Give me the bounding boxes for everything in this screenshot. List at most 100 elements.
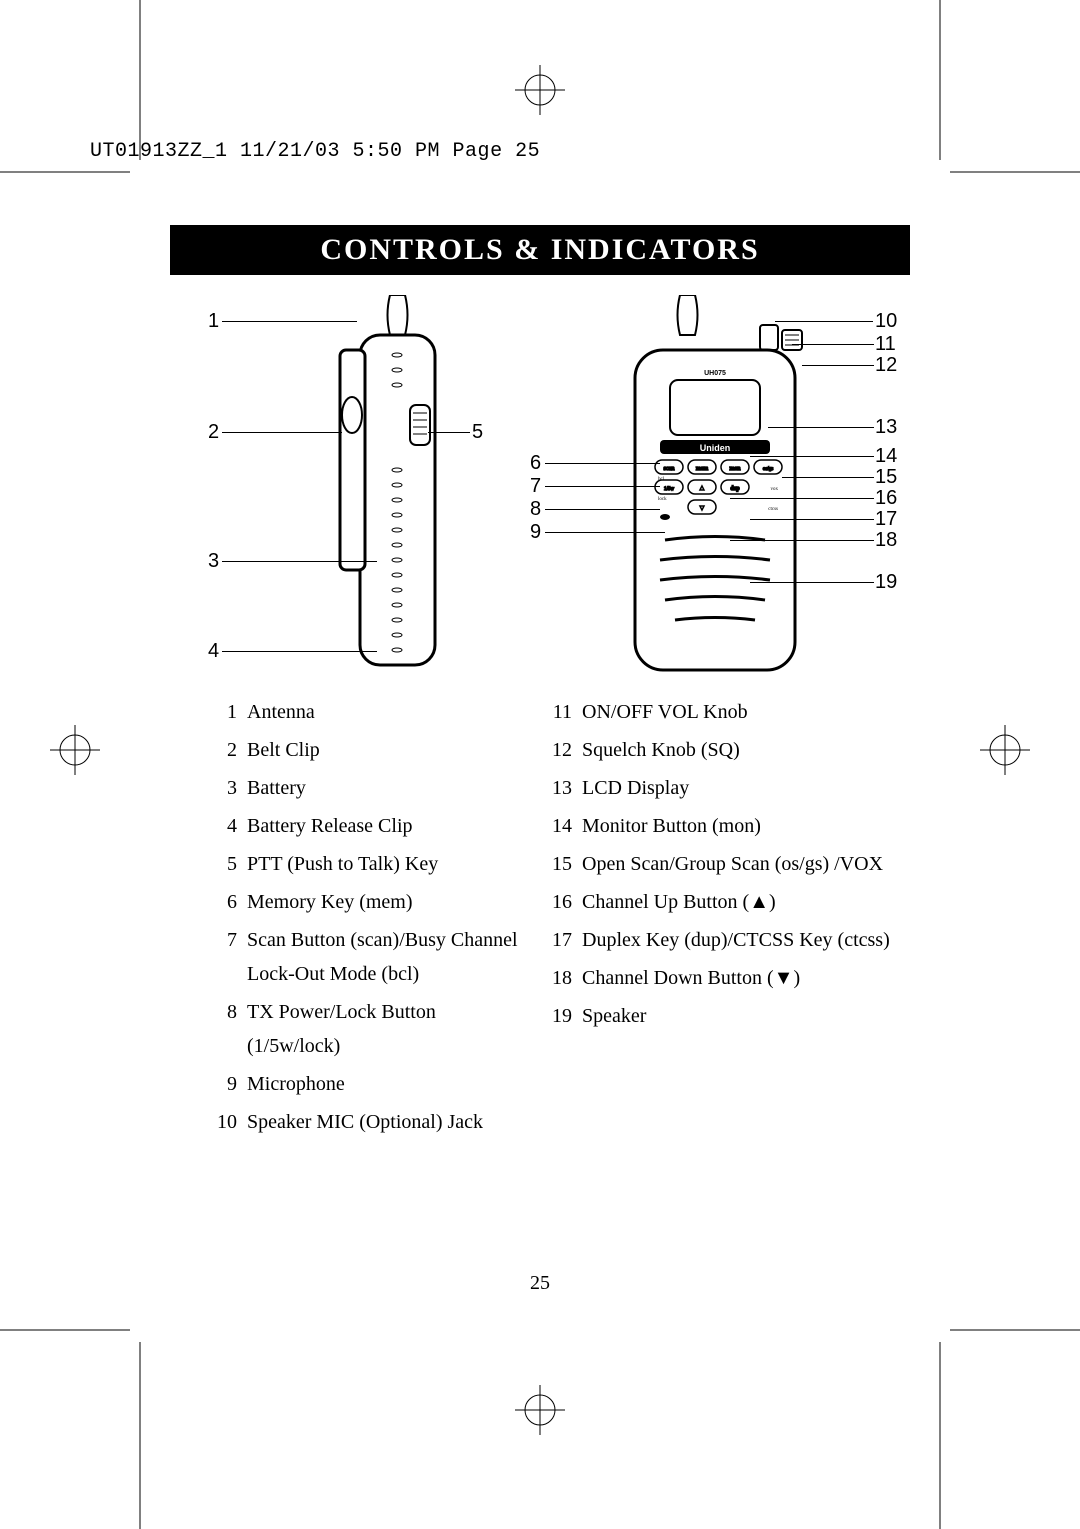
legend-text: Antenna (247, 695, 530, 729)
legend-num: 3 (205, 771, 237, 805)
callout-14: 14 (875, 445, 897, 468)
legend-num: 5 (205, 847, 237, 881)
legend-text: Open Scan/Group Scan (os/gs) /VOX (582, 847, 900, 881)
legend-num: 13 (540, 771, 572, 805)
callout-13: 13 (875, 416, 897, 439)
legend-text: Monitor Button (mon) (582, 809, 900, 843)
section-title-bar: CONTROLS & INDICATORS (170, 225, 910, 275)
callout-19: 19 (875, 571, 897, 594)
legend-num: 4 (205, 809, 237, 843)
legend-item: 16 Channel Up Button (▲) (540, 885, 900, 919)
legend-num: 7 (205, 923, 237, 991)
section-title: CONTROLS & INDICATORS (320, 233, 759, 267)
legend-text: ON/OFF VOL Knob (582, 695, 900, 729)
legend-item: 8TX Power/Lock Button (1/5w/lock) (205, 995, 530, 1063)
legend-col-left: 1 Antenna 2 Belt Clip 3 Battery 4 Battery Relea… (170, 695, 540, 1143)
pdf-header: UT01913ZZ_1 11/21/03 5:50 PM Page 25 (90, 140, 540, 163)
legend-item: 6 Memory Key (mem) (205, 885, 530, 919)
svg-text:ctcss: ctcss (768, 507, 778, 512)
legend-item: 15 Open Scan/Group Scan (os/gs) /VOX (540, 847, 900, 881)
svg-text:mon: mon (730, 466, 741, 472)
callout-5: 5 (472, 421, 483, 444)
svg-text:scan: scan (664, 466, 675, 472)
svg-text:dup: dup (731, 486, 740, 492)
legend-item: 13 LCD Display (540, 771, 900, 805)
legend-num: 6 (205, 885, 237, 919)
svg-text:os/gs: os/gs (763, 467, 773, 472)
svg-text:▲: ▲ (699, 484, 706, 492)
callout-16: 16 (875, 487, 897, 510)
legend-item: 7Scan Button (scan)/Busy Channel Lock-Ou… (205, 923, 530, 991)
svg-text:▼: ▼ (699, 504, 706, 512)
callout-3: 3 (208, 550, 219, 573)
legend-text: Battery (247, 771, 530, 805)
svg-text:bcl: bcl (658, 477, 665, 482)
callout-8: 8 (530, 498, 541, 521)
legend-item: 3 Battery (205, 771, 530, 805)
legend-num: 19 (540, 999, 572, 1033)
legend-item: 1 Antenna (205, 695, 530, 729)
legend-num: 14 (540, 809, 572, 843)
legend-text: PTT (Push to Talk) Key (247, 847, 530, 881)
callout-6: 6 (530, 452, 541, 475)
legend-text: Speaker MIC (Optional) Jack (247, 1105, 530, 1139)
legend-num: 11 (540, 695, 572, 729)
legend-item: 9 Microphone (205, 1067, 530, 1101)
legend-text: TX Power/Lock Button (1/5w/lock) (247, 995, 530, 1063)
callout-7: 7 (530, 475, 541, 498)
legend-num: 9 (205, 1067, 237, 1101)
legend-text: Belt Clip (247, 733, 530, 767)
legend-num: 2 (205, 733, 237, 767)
svg-text:vox: vox (771, 487, 779, 492)
legend: 1 Antenna 2 Belt Clip 3 Battery 4 Battery Relea… (170, 695, 910, 1143)
legend-item: 12 Squelch Knob (SQ) (540, 733, 900, 767)
legend-item: 19 Speaker (540, 999, 900, 1033)
callout-18: 18 (875, 529, 897, 552)
legend-item: 2 Belt Clip (205, 733, 530, 767)
page-number: 25 (170, 1272, 910, 1295)
legend-text: Memory Key (mem) (247, 885, 530, 919)
legend-text: Squelch Knob (SQ) (582, 733, 900, 767)
legend-text: Scan Button (scan)/Busy Channel Lock-Out… (247, 923, 530, 991)
legend-num: 16 (540, 885, 572, 919)
legend-num: 1 (205, 695, 237, 729)
legend-text: Microphone (247, 1067, 530, 1101)
legend-col-right: 11 ON/OFF VOL Knob 12 Squelch Knob (SQ) 13 LC… (540, 695, 910, 1143)
callout-11: 11 (875, 333, 896, 356)
legend-text: LCD Display (582, 771, 900, 805)
radio-front-view: UH075 Uniden scan mem mon os/gs 1/5w ▲ d… (610, 295, 810, 695)
radio-side-view (300, 295, 460, 695)
legend-item: 5 PTT (Push to Talk) Key (205, 847, 530, 881)
legend-text: Channel Up Button (▲) (582, 885, 900, 919)
legend-item: 18 Channel Down Button (▼) (540, 961, 900, 995)
legend-item: 11 ON/OFF VOL Knob (540, 695, 900, 729)
legend-num: 8 (205, 995, 237, 1063)
legend-item: 4 Battery Release Clip (205, 809, 530, 843)
svg-text:lock: lock (658, 497, 667, 502)
diagram-area: UH075 Uniden scan mem mon os/gs 1/5w ▲ d… (170, 295, 910, 695)
svg-text:1/5w: 1/5w (664, 487, 674, 492)
legend-item: 17 Duplex Key (dup)/CTCSS Key (ctcss) (540, 923, 900, 957)
legend-text: Duplex Key (dup)/CTCSS Key (ctcss) (582, 923, 900, 957)
legend-item: 14 Monitor Button (mon) (540, 809, 900, 843)
callout-17: 17 (875, 508, 897, 531)
callout-1: 1 (208, 310, 219, 333)
page-content: CONTROLS & INDICATORS (170, 225, 910, 1295)
callout-12: 12 (875, 354, 897, 377)
callout-4: 4 (208, 640, 219, 663)
legend-num: 15 (540, 847, 572, 881)
callout-15: 15 (875, 466, 897, 489)
legend-num: 10 (205, 1105, 237, 1139)
svg-text:UH075: UH075 (704, 370, 726, 377)
legend-text: Speaker (582, 999, 900, 1033)
svg-text:mem: mem (696, 466, 708, 472)
callout-10: 10 (875, 310, 897, 333)
legend-num: 18 (540, 961, 572, 995)
callout-2: 2 (208, 421, 219, 444)
svg-text:Uniden: Uniden (700, 443, 731, 453)
legend-num: 12 (540, 733, 572, 767)
callout-9: 9 (530, 521, 541, 544)
legend-text: Battery Release Clip (247, 809, 530, 843)
legend-num: 17 (540, 923, 572, 957)
legend-text: Channel Down Button (▼) (582, 961, 900, 995)
